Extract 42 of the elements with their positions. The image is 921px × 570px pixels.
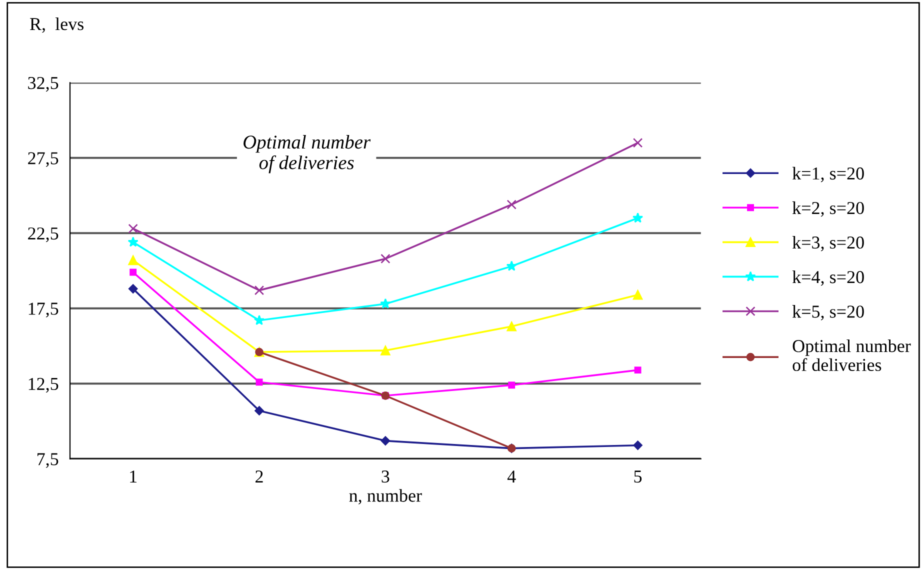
x-tick-label: 5 xyxy=(634,470,642,483)
y-axis-title: R, levs xyxy=(30,17,84,33)
y-tick-label: 12,5 xyxy=(28,378,58,393)
point xyxy=(380,436,390,446)
legend-label: k=1, s=20 xyxy=(792,166,864,182)
point xyxy=(634,366,642,374)
y-tick-label: 27,5 xyxy=(28,152,58,167)
point xyxy=(508,382,516,389)
annotation: Optimal number of deliveries xyxy=(244,135,371,174)
point xyxy=(380,346,390,356)
point xyxy=(128,255,138,266)
legend-label: k=5, s=20 xyxy=(792,305,864,320)
y-tick-label: 7,5 xyxy=(38,453,58,468)
point xyxy=(506,200,516,210)
point xyxy=(506,260,517,271)
point xyxy=(632,212,644,223)
point xyxy=(254,314,265,326)
point xyxy=(632,290,643,300)
x-tick-label: 4 xyxy=(507,470,516,482)
y-tick-label: 17,5 xyxy=(28,302,58,318)
y-tick-label: 22,5 xyxy=(28,227,58,242)
x-tick-label: 2 xyxy=(256,470,263,482)
legend-label: Optimal number of deliveries xyxy=(792,339,911,372)
point xyxy=(380,254,390,264)
y-tick-label: 32,5 xyxy=(28,76,58,92)
point xyxy=(633,440,642,450)
point xyxy=(256,378,263,386)
point xyxy=(506,322,516,332)
x-tick-label: 1 xyxy=(130,470,137,482)
point xyxy=(128,284,138,294)
x-tick-label: 3 xyxy=(382,470,390,483)
point xyxy=(128,236,138,247)
x-axis-title: n, number xyxy=(349,489,422,504)
point xyxy=(254,406,264,416)
point xyxy=(254,285,264,296)
legend-label: k=2, s=20 xyxy=(792,201,864,217)
legend-label: k=3, s=20 xyxy=(792,236,864,252)
point xyxy=(128,224,138,234)
legend-label: k=4, s=20 xyxy=(792,270,864,286)
point xyxy=(632,138,643,148)
point xyxy=(380,298,391,308)
point xyxy=(130,268,137,276)
